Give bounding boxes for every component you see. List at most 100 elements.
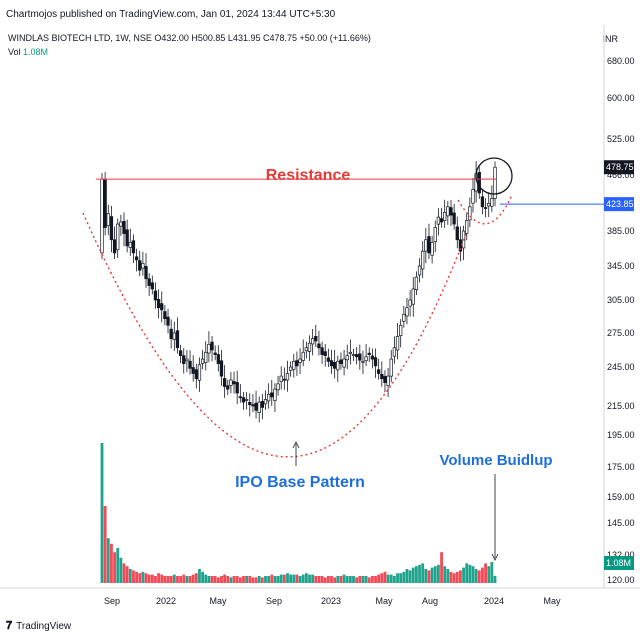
candle-body [323,351,327,357]
volume-bar [339,576,343,583]
candle-body [288,366,293,371]
candle-body [408,299,412,307]
volume-bar [103,506,107,583]
volume-bar [106,538,110,583]
candle-body [251,404,255,407]
candle-body [490,198,494,207]
volume-bar [260,577,264,583]
volume-bar [295,574,299,583]
volume-annotation: Volume Buidlup [439,452,552,469]
volume-axis-label: 1.08M [606,558,631,568]
candle-body [244,399,249,401]
volume-bar [493,576,497,583]
volume-bar [474,569,478,583]
candle-body [156,299,161,309]
candle-body [480,196,485,208]
volume-bar [355,577,359,583]
volume-bar [229,577,233,583]
candle-body [116,223,120,251]
candle-body [226,385,230,390]
volume-bar [110,543,113,583]
tradingview-footer: 𝟕 TradingView [6,620,71,633]
volume-bar [128,569,132,583]
volume-bar [477,570,481,583]
candle-body [386,375,390,386]
candle-body [229,379,233,386]
volume-bar [198,569,201,583]
candle-body [367,352,371,355]
candle-body [216,354,220,364]
current-price-label: 478.75 [606,162,634,172]
base-annotation: IPO Base Pattern [235,474,365,491]
volume-bar [374,576,377,583]
volume-bar [370,576,374,583]
candle-body [138,260,142,271]
publish-info: Chartmojos published on TradingView.com,… [6,9,336,20]
candle-body [446,206,450,217]
volume-bar [402,571,406,583]
volume-bar [213,576,217,583]
candle-body [150,282,154,290]
candle-body [424,239,428,252]
volume-bar [188,576,192,583]
volume-bar [405,569,409,583]
volume-label: Vol [8,47,21,57]
candle-body [188,360,192,369]
x-tick-label: Sep [266,596,282,606]
candle-body [270,392,274,398]
volume-bar [399,573,403,583]
volume-bar [311,574,315,583]
candle-body [402,313,406,322]
x-tick-label: 2023 [321,596,341,606]
volume-bar [191,574,195,583]
candle-body [320,347,324,355]
volume-bar [383,571,387,583]
x-tick-label: 2024 [484,596,504,606]
candle-body [307,342,312,352]
candle-body [178,350,183,357]
candle-body [449,207,453,216]
candle-body [266,393,271,402]
candle-body [200,358,205,364]
candle-body [191,367,195,374]
volume-bar [257,576,261,583]
volume-bar [267,576,271,583]
candle-body [414,276,419,290]
volume-bar [323,577,327,583]
volume-bar [433,566,437,583]
volume-bar [273,576,277,583]
breakout-circle [475,157,513,195]
volume-bar [147,574,151,583]
candle-body [219,360,224,377]
volume-bar [418,564,421,583]
candle-body [175,330,180,349]
volume-bar [386,574,390,583]
candle-body [260,401,264,408]
volume-bar [223,574,227,583]
candle-body [380,373,384,380]
candle-body [443,211,447,221]
candle-body [185,358,189,362]
volume-bar [462,567,465,583]
volume-bar [342,574,346,583]
volume-bar [411,567,415,583]
x-tick-label: May [543,596,561,606]
y-tick-label: 525.00 [607,134,635,144]
volume-arrow-head [491,553,499,561]
candle-body [169,328,173,340]
volume-bar [490,562,494,583]
volume-bar [160,574,164,583]
base-arrow-head [292,441,300,449]
volume-bar [380,573,384,583]
candle-body [417,265,422,276]
volume-bar [336,576,340,583]
candle-body [421,250,425,270]
candle-body [213,352,217,355]
volume-bar [317,576,321,583]
candle-body [361,360,365,363]
candle-body [329,360,334,367]
volume-bar [254,577,258,583]
candle-body [317,343,321,349]
volume-bar [169,576,173,583]
